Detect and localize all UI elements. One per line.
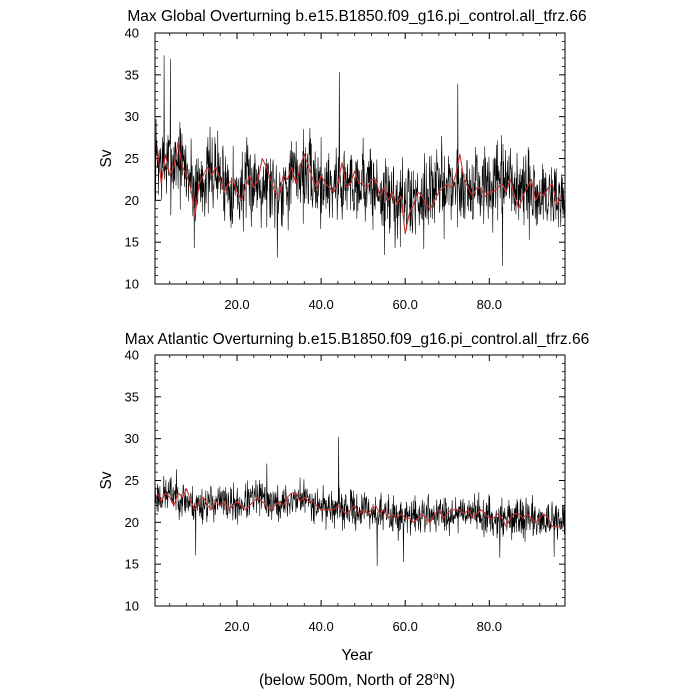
atlantic-ytick-label: 15 <box>125 557 139 572</box>
x-axis-label: Year <box>341 647 372 664</box>
global-ytick-label: 35 <box>125 67 139 82</box>
global-xtick-label: 40.0 <box>308 297 333 312</box>
global-tick-labels: 10 15 20 25 30 35 40 20.0 40.0 60.0 80.0 <box>125 26 502 313</box>
atlantic-ytick-label: 25 <box>125 473 139 488</box>
global-monthly-series-line <box>154 55 566 266</box>
atlantic-annual-mean-line <box>156 488 561 528</box>
global-y-axis-label: Sv <box>98 149 115 167</box>
global-series <box>154 55 566 266</box>
global-xtick-label: 80.0 <box>477 297 502 312</box>
global-ytick-label: 20 <box>125 193 139 208</box>
global-overturning-panel: Max Global Overturning b.e15.B1850.f09_g… <box>98 8 587 312</box>
global-ytick-label: 30 <box>125 109 139 124</box>
global-ticks <box>155 32 565 285</box>
atlantic-chart-title: Max Atlantic Overturning b.e15.B1850.f09… <box>125 331 589 348</box>
global-ytick-label: 10 <box>125 277 139 292</box>
atlantic-overturning-panel: Max Atlantic Overturning b.e15.B1850.f09… <box>98 331 589 664</box>
atlantic-ytick-label: 35 <box>125 389 139 404</box>
global-annual-mean-line <box>156 141 562 235</box>
atlantic-ticks <box>155 354 565 607</box>
atlantic-y-axis-label: Sv <box>98 471 115 489</box>
atlantic-ytick-label: 20 <box>125 515 139 530</box>
footer-suffix: N) <box>439 672 455 689</box>
atlantic-ytick-label: 10 <box>125 599 139 614</box>
footer-prefix: (below 500m, North of 28 <box>259 672 433 689</box>
atlantic-tick-labels: 10 15 20 25 30 35 40 20.0 40.0 60.0 80.0 <box>125 348 502 635</box>
degree-symbol: o <box>433 671 439 682</box>
footer-note: (below 500m, North of 28oN) <box>259 671 455 689</box>
atlantic-ytick-label: 30 <box>125 431 139 446</box>
atlantic-series <box>154 436 566 567</box>
atlantic-xtick-label: 40.0 <box>308 619 333 634</box>
global-xtick-label: 60.0 <box>393 297 418 312</box>
global-ytick-label: 25 <box>125 151 139 166</box>
global-ytick-label: 40 <box>125 26 139 41</box>
atlantic-xtick-label: 20.0 <box>224 619 249 634</box>
global-plot-frame <box>154 32 566 285</box>
global-chart-title: Max Global Overturning b.e15.B1850.f09_g… <box>127 8 586 25</box>
global-xtick-label: 20.0 <box>224 297 249 312</box>
atlantic-plot-frame <box>154 354 566 607</box>
atlantic-ytick-label: 40 <box>125 348 139 363</box>
global-ytick-label: 15 <box>125 235 139 250</box>
atlantic-xtick-label: 60.0 <box>393 619 418 634</box>
atlantic-xtick-label: 80.0 <box>477 619 502 634</box>
